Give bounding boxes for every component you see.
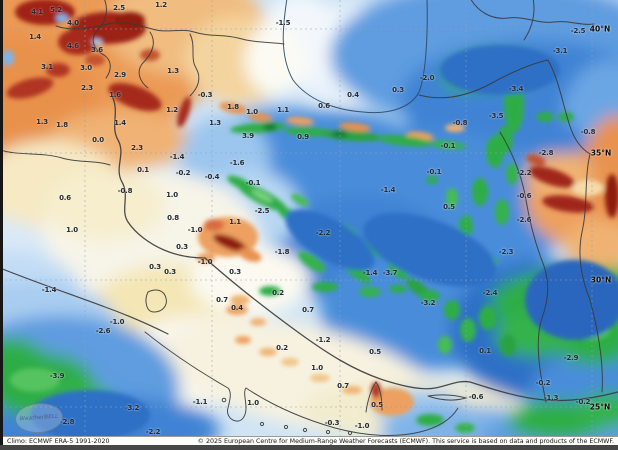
country-borders — [0, 0, 618, 436]
attribution-bar: Climo: ECMWF ERA-5 1991-2020 © 2025 Euro… — [3, 436, 618, 445]
bottom-frame-bar — [0, 445, 618, 450]
copyright-text: © 2025 European Centre for Medium-Range … — [197, 437, 614, 445]
climo-source-text: Climo: ECMWF ERA-5 1991-2020 — [7, 437, 110, 445]
watermark-text: WeatherBELL — [19, 413, 59, 423]
graticule-lines — [0, 0, 618, 436]
left-frame-edge — [0, 0, 3, 445]
